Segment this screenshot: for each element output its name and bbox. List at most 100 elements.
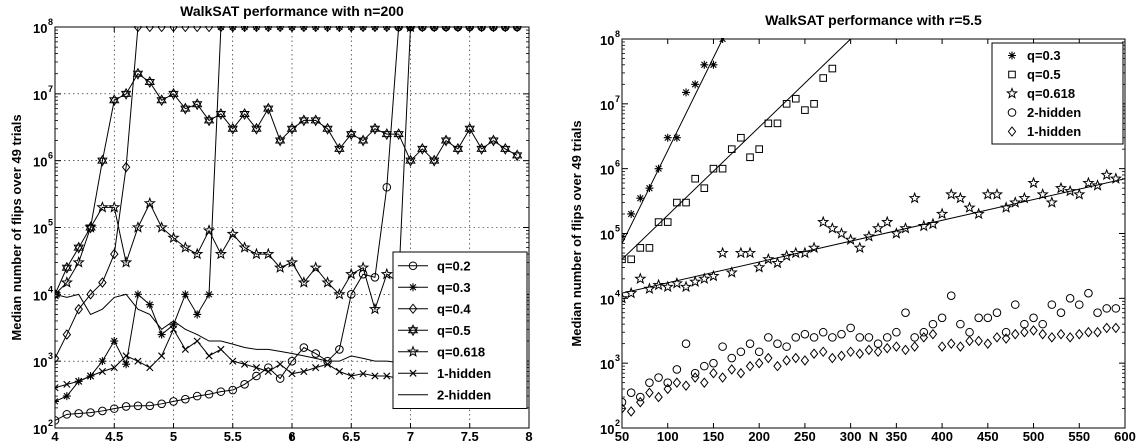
series-q-0-5-point	[286, 122, 298, 135]
series-2-hidden-point	[700, 361, 709, 371]
series-q-0-5-point	[334, 142, 345, 155]
legend-q-0-618-point	[406, 345, 420, 357]
series-1-hidden-point	[645, 387, 654, 399]
series-q-0-4-point	[311, 26, 320, 33]
y-tick-exponent: 2	[48, 418, 53, 428]
series-q-0-2-point	[181, 394, 190, 404]
series-q-0-5-point	[627, 255, 635, 264]
series-2-hidden-point	[837, 329, 846, 339]
series-q-0-5-point	[203, 114, 215, 127]
series-q-0-5-point	[810, 100, 818, 108]
series-2-hidden-point	[635, 392, 645, 402]
series-q-0-4-point	[98, 277, 107, 288]
series-1-hidden-point	[919, 332, 929, 343]
y-tick-base: 10	[33, 222, 47, 237]
legend-q-0-2-point	[408, 261, 418, 271]
series-1-hidden-point	[1029, 325, 1038, 336]
y-tick-base: 10	[33, 88, 47, 103]
series-2-hidden-point	[654, 373, 663, 382]
series-1-hidden-point	[359, 370, 367, 378]
x-tick-label: 550	[1068, 429, 1090, 443]
series-q-0-3-point	[645, 184, 654, 193]
x-tick-label: 600	[1114, 429, 1136, 443]
series-1-hidden-point	[241, 360, 249, 368]
series-q-0-5-point	[755, 145, 763, 153]
series-q-0-4-point	[133, 26, 143, 33]
series-q-0-5-point	[180, 102, 191, 115]
series-1-hidden-point	[837, 350, 846, 362]
series-q-0-3-point	[122, 360, 131, 369]
series-q-0-4-point	[62, 329, 72, 340]
series-1-hidden-point	[110, 364, 118, 372]
series-q-0-5-point	[801, 106, 809, 114]
series-q-0-5-point	[357, 134, 369, 147]
series-q-0-618-point	[652, 278, 665, 291]
series-q-0-2-point	[74, 409, 83, 418]
series-1-hidden-point	[727, 364, 736, 375]
series-q-0-618-point	[72, 256, 85, 268]
series-q-0-5-point	[727, 145, 736, 153]
series-2-hidden-point	[800, 329, 810, 339]
series-2-hidden-point	[901, 308, 910, 318]
series-1-hidden-point	[965, 335, 974, 347]
series-q-0-618-point	[698, 272, 711, 285]
series-q-0-3-point	[627, 209, 636, 218]
series-1-hidden-point	[347, 372, 355, 380]
y-tick-exponent: 8	[48, 17, 53, 27]
series-2-hidden-point	[919, 327, 929, 337]
series-2-hidden-point	[727, 353, 737, 363]
series-1-hidden-point	[901, 344, 910, 356]
series-1-hidden-point	[55, 384, 59, 392]
y-tick-base: 10	[33, 21, 47, 36]
series-q-0-618-point	[762, 252, 775, 265]
series-2-hidden-point	[1093, 308, 1102, 318]
series-1-hidden-point	[1084, 326, 1093, 338]
series-1-hidden-point	[252, 364, 261, 372]
series-q-0-4-point	[181, 26, 190, 33]
series-q-0-2-point	[157, 399, 166, 409]
y-tick-label: 10 7	[33, 84, 53, 103]
series-1-hidden-point	[217, 345, 225, 353]
series-q-0-618-point	[625, 286, 638, 299]
series-q-0-5-point	[73, 241, 84, 254]
series-q-0-618-point	[734, 246, 748, 259]
series-q-0-4-point	[477, 26, 486, 33]
series-q-0-618-point	[871, 221, 885, 234]
y-tick-label: 10 8	[600, 29, 620, 48]
series-q-0-4-point	[287, 26, 297, 33]
series-q-0-618-point	[798, 246, 812, 259]
series-q-0-2-point	[311, 349, 321, 358]
series-q-0-4-point	[394, 26, 403, 33]
series-q-0-618-point	[250, 247, 263, 260]
series-1-hidden-point	[335, 367, 343, 376]
series-q-0-5-point	[298, 114, 310, 127]
series-q-0-618-point	[954, 191, 967, 204]
fit-line-q-0-3	[622, 38, 724, 244]
y-tick-label: 10 3	[33, 351, 53, 370]
series-q-0-4-point	[192, 26, 202, 33]
series-2-hidden-point	[718, 342, 727, 351]
legend-q-0-4-point	[408, 303, 418, 315]
series-q-0-5-point	[346, 128, 357, 141]
x-ticks: 4 4.5 5 5.5 6 6.5 7 7.5 8	[51, 27, 533, 443]
series-q-0-2-point	[121, 402, 131, 411]
series-q-0-618-point	[743, 246, 757, 259]
legend: q=0.3 q=0.5 q=0.618 2-hidden 1-hidden	[991, 42, 1124, 145]
legend-1-hidden-point	[409, 369, 417, 377]
series-1-hidden-point	[1011, 328, 1020, 340]
series-1-hidden-point	[718, 372, 727, 383]
legend-label: q=0.3	[1027, 48, 1061, 63]
series-q-0-5-point	[381, 128, 392, 141]
series-q-0-5-point	[168, 87, 179, 100]
x-tick-label: 400	[931, 429, 953, 443]
series-q-0-618-point	[707, 269, 720, 282]
series-q-0-3-point	[181, 290, 190, 299]
series-q-0-2-point	[335, 345, 344, 354]
series-q-0-4-line	[55, 26, 518, 359]
series-2-hidden-point	[1074, 300, 1084, 309]
series-q-0-4-point	[121, 161, 131, 173]
series-2-hidden-point	[1038, 319, 1047, 329]
series-2-hidden-point	[855, 333, 865, 342]
series-q-0-5-point	[274, 134, 286, 147]
